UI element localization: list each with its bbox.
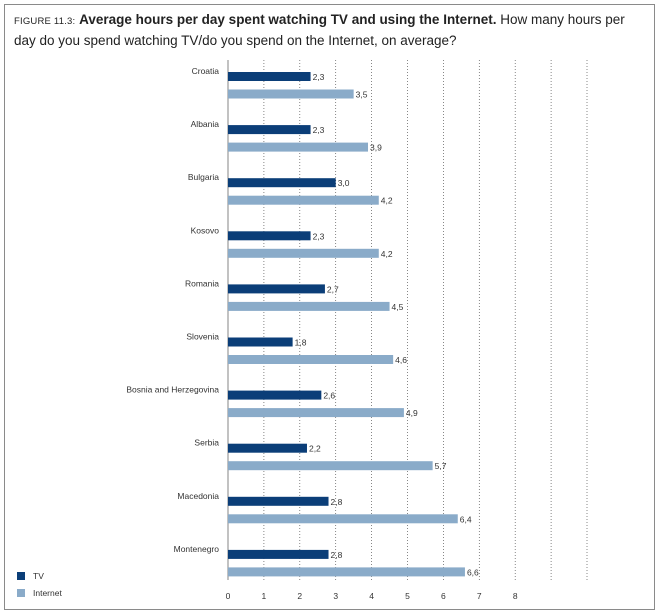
x-axis-ticks: 0 1 2 3 4 5 6 7 8 <box>226 591 518 601</box>
x-tick-label: 1 <box>262 591 267 601</box>
value-label: 4,6 <box>395 355 407 365</box>
value-label: 2,3 <box>313 72 325 82</box>
value-label: 2,2 <box>309 444 321 454</box>
value-label: 4,2 <box>381 196 393 206</box>
value-label: 6,4 <box>460 514 472 524</box>
bar-internet <box>228 301 390 311</box>
x-tick-label: 2 <box>297 591 302 601</box>
value-label: 3,5 <box>356 90 368 100</box>
title-bold: Average hours per day spent watching TV … <box>79 12 497 27</box>
x-tick-label: 7 <box>477 591 482 601</box>
value-label: 3,9 <box>370 143 382 153</box>
category-label: Serbia <box>194 438 219 448</box>
bar-internet <box>228 248 379 258</box>
category-label: Romania <box>185 278 219 288</box>
value-label: 4,5 <box>392 302 404 312</box>
bar-tv <box>228 496 329 506</box>
bar-tv <box>228 125 311 135</box>
bar-tv <box>228 72 311 81</box>
value-label: 4,2 <box>381 249 393 259</box>
value-label: 2,3 <box>313 125 325 135</box>
bar-tv <box>228 231 311 241</box>
bar-internet <box>228 408 404 418</box>
value-label: 2,3 <box>313 231 325 241</box>
value-label: 5,7 <box>435 461 447 471</box>
value-label: 2,7 <box>327 284 339 294</box>
x-tick-label: 5 <box>405 591 410 601</box>
figure-label: FIGURE 11.3: <box>14 16 76 27</box>
x-tick-label: 0 <box>226 591 231 601</box>
value-label: 4,9 <box>406 408 418 418</box>
bar-tv <box>228 284 325 294</box>
category-label: Slovenia <box>186 332 219 342</box>
category-label: Kosovo <box>191 225 220 235</box>
category-label: Albania <box>191 119 220 129</box>
x-tick-label: 8 <box>513 591 518 601</box>
x-tick-label: 4 <box>369 591 374 601</box>
bar-internet <box>228 195 379 205</box>
bar-internet <box>228 514 458 524</box>
title-rest: How many hours per day do you spend watc… <box>14 12 625 48</box>
chart-frame <box>4 4 655 610</box>
bar-internet <box>228 355 394 364</box>
bar-internet <box>228 567 465 577</box>
category-label: Macedonia <box>177 491 219 501</box>
legend: TV Internet <box>17 571 62 598</box>
chart-title: FIGURE 11.3: Average hours per day spent… <box>14 10 650 50</box>
x-tick-label: 6 <box>441 591 446 601</box>
value-label: 3,0 <box>338 178 350 188</box>
category-label: Croatia <box>192 66 220 76</box>
bar-tv <box>228 337 293 347</box>
value-label: 2,8 <box>331 497 343 507</box>
category-label: Bosnia and Herzegovina <box>126 385 219 395</box>
value-label: 2,6 <box>323 391 335 401</box>
category-label: Montenegro <box>174 544 220 554</box>
bar-internet <box>228 461 433 471</box>
value-label: 6,6 <box>467 567 479 577</box>
bar-tv <box>228 390 322 400</box>
bar-internet <box>228 142 369 152</box>
legend-swatch-internet <box>17 589 25 597</box>
bar-tv <box>228 549 329 559</box>
bar-tv <box>228 178 336 188</box>
bars: Croatia 2,3 3,5 Albania 2,3 3,9 Bulgaria 3,0 4,2… <box>126 66 479 577</box>
category-label: Bulgaria <box>188 172 219 182</box>
x-tick-label: 3 <box>333 591 338 601</box>
bar-internet <box>228 89 354 99</box>
value-label: 1,8 <box>295 338 307 348</box>
legend-label-internet: Internet <box>33 588 62 598</box>
value-label: 2,8 <box>331 550 343 560</box>
legend-swatch-tv <box>17 572 25 580</box>
legend-label-tv: TV <box>33 571 44 581</box>
bar-tv <box>228 443 307 453</box>
